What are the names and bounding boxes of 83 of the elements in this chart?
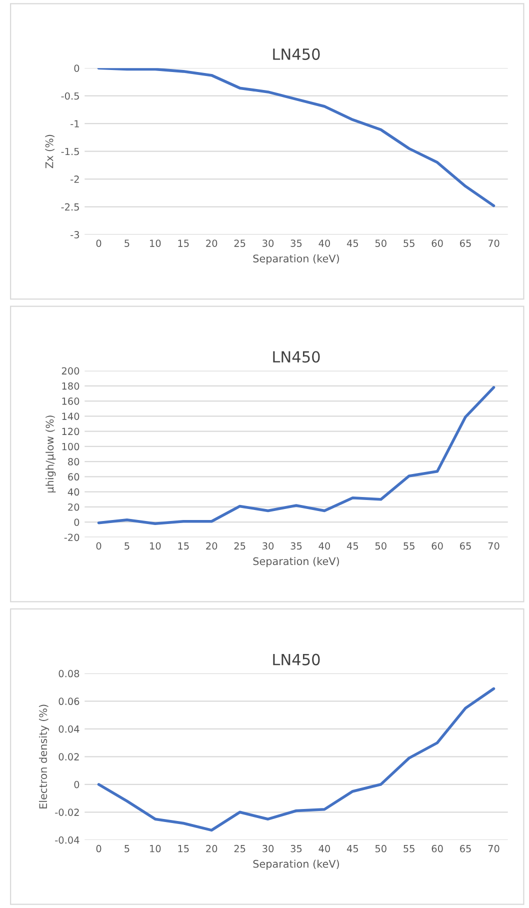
y-tick-label: -2: [70, 176, 79, 183]
x-tick-label: 45: [346, 240, 358, 247]
x-tick-label: 65: [460, 240, 471, 247]
y-tick-label: 0.02: [58, 753, 79, 760]
y-tick-label: 0.06: [58, 698, 80, 706]
x-tick-label: 55: [404, 845, 414, 852]
x-tick-label: 70: [488, 844, 500, 852]
x-tick-label: 10: [150, 844, 161, 852]
line-series: [97, 386, 496, 526]
x-tick-label: 15: [178, 542, 189, 550]
y-tick-label: 120: [62, 428, 80, 436]
y-tick-label: -20: [64, 534, 80, 542]
line-series: [97, 68, 496, 208]
chart-title: LN450: [273, 654, 320, 666]
x-tick-label: 10: [150, 542, 161, 550]
y-tick-label: 180: [62, 382, 80, 390]
y-tick-label: -3: [70, 231, 79, 238]
x-tick-label: 25: [234, 240, 246, 247]
y-tick-label: 0.04: [58, 725, 80, 733]
x-tick-label: 15: [178, 845, 189, 852]
x-tick-label: 25: [234, 844, 246, 852]
x-tick-label: 70: [488, 542, 500, 550]
y-tick-label: 20: [68, 503, 80, 511]
x-tick-label: 10: [150, 240, 161, 247]
x-tick-label: 45: [346, 542, 358, 550]
y-tick-label: 80: [68, 458, 80, 466]
chart-title: LN450: [273, 48, 320, 60]
y-tick-label: 160: [62, 398, 80, 405]
x-tick-label: 30: [262, 844, 274, 852]
y-axis-title: µhigh/µlow (%): [46, 416, 56, 492]
y-tick-label: 100: [62, 442, 80, 450]
x-tick-label: 35: [290, 240, 302, 247]
x-tick-label: 40: [318, 844, 330, 852]
x-tick-label: 15: [178, 240, 189, 247]
y-axis-title: Electron density (%): [38, 704, 50, 808]
x-axis-title: Separation (keV): [253, 254, 339, 264]
y-tick-label: -0.5: [61, 92, 79, 100]
x-tick-label: 45: [346, 845, 358, 852]
y-tick-label: 40: [68, 488, 80, 496]
y-tick-label: 0: [74, 780, 80, 788]
x-tick-label: 60: [432, 542, 443, 550]
x-tick-label: 55: [404, 542, 414, 550]
x-axis-title: Separation (keV): [253, 557, 339, 568]
x-tick-label: 35: [290, 844, 302, 852]
y-tick-label: -2.5: [61, 203, 79, 211]
y-tick-label: 60: [68, 473, 80, 481]
y-axis-title: Zx (%): [45, 134, 54, 168]
y-tick-label: 0.08: [58, 670, 80, 678]
x-axis-title: Separation (keV): [253, 860, 339, 870]
x-tick-label: 55: [404, 240, 414, 247]
x-tick-label: 70: [488, 240, 500, 247]
x-tick-label: 60: [432, 844, 443, 852]
x-tick-label: 50: [375, 240, 386, 247]
x-tick-label: 50: [375, 542, 386, 550]
x-tick-label: 40: [318, 542, 330, 550]
x-tick-label: 0: [96, 844, 102, 852]
y-tick-label: -1: [70, 120, 79, 128]
x-tick-label: 30: [262, 542, 274, 550]
x-tick-label: 35: [290, 542, 302, 550]
x-tick-label: 50: [375, 844, 386, 852]
y-tick-label: 0: [74, 64, 80, 72]
line-series: [97, 687, 496, 832]
x-tick-label: 20: [206, 844, 218, 852]
x-tick-label: 60: [432, 240, 443, 247]
x-tick-label: 5: [124, 845, 130, 852]
x-tick-label: 20: [206, 240, 218, 247]
x-tick-label: 20: [206, 542, 218, 550]
x-tick-label: 40: [318, 240, 330, 247]
y-tick-label: -0.02: [55, 808, 79, 816]
x-tick-label: 65: [460, 844, 471, 852]
y-tick-label: -1.5: [61, 148, 79, 156]
y-tick-label: 200: [62, 367, 80, 375]
x-tick-label: 25: [234, 542, 246, 550]
x-tick-label: 5: [124, 240, 130, 247]
x-tick-label: 30: [262, 240, 274, 247]
chart-title: LN450: [273, 351, 320, 363]
y-tick-label: 0: [74, 518, 80, 526]
y-tick-label: 140: [62, 412, 80, 420]
y-tick-label: -0.04: [55, 836, 80, 844]
x-tick-label: 65: [460, 542, 471, 550]
x-tick-label: 0: [96, 240, 102, 247]
x-tick-label: 0: [96, 542, 102, 550]
x-tick-label: 5: [124, 542, 130, 550]
